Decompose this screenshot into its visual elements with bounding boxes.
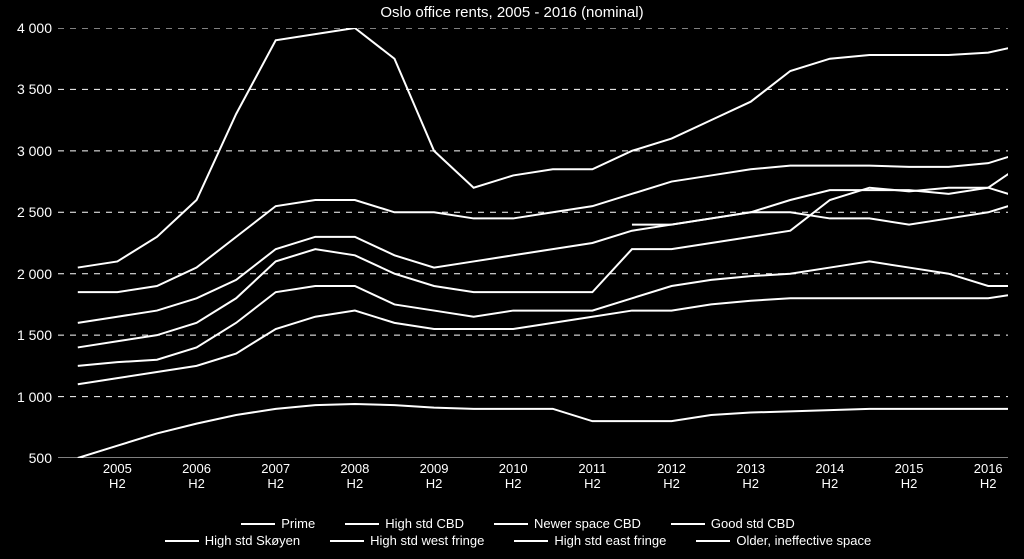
legend-swatch xyxy=(671,523,705,525)
series-line xyxy=(78,28,1008,268)
x-tick-label: 2013H2 xyxy=(736,462,765,492)
plot-area xyxy=(58,28,1008,458)
x-tick-label: 2016H2 xyxy=(974,462,1003,492)
x-tick-label: 2012H2 xyxy=(657,462,686,492)
x-tick-label: 2009H2 xyxy=(420,462,449,492)
legend-swatch xyxy=(494,523,528,525)
y-tick-label: 4 000 xyxy=(2,20,52,36)
legend-item: High std CBD xyxy=(345,516,464,531)
y-tick-label: 1 500 xyxy=(2,327,52,343)
x-tick-label: 2006H2 xyxy=(182,462,211,492)
legend-label: Older, ineffective space xyxy=(736,533,871,548)
legend-swatch xyxy=(241,523,275,525)
legend-label: High std Skøyen xyxy=(205,533,300,548)
x-tick-label: 2014H2 xyxy=(815,462,844,492)
legend-item: High std west fringe xyxy=(330,533,484,548)
legend-swatch xyxy=(345,523,379,525)
legend-item: Newer space CBD xyxy=(494,516,641,531)
x-tick-label: 2008H2 xyxy=(340,462,369,492)
y-tick-label: 2 500 xyxy=(2,204,52,220)
legend-label: Newer space CBD xyxy=(534,516,641,531)
y-tick-label: 3 000 xyxy=(2,143,52,159)
legend-swatch xyxy=(696,540,730,542)
x-tick-label: 2010H2 xyxy=(499,462,528,492)
x-tick-label: 2015H2 xyxy=(895,462,924,492)
legend-item: High std Skøyen xyxy=(165,533,300,548)
legend-swatch xyxy=(514,540,548,542)
x-tick-label: 2007H2 xyxy=(261,462,290,492)
x-tick-label: 2011H2 xyxy=(578,462,606,492)
legend-label: High std west fringe xyxy=(370,533,484,548)
legend-item: Prime xyxy=(241,516,315,531)
legend-label: Prime xyxy=(281,516,315,531)
legend-item: High std east fringe xyxy=(514,533,666,548)
series-line xyxy=(632,161,1008,225)
series-line xyxy=(78,292,1008,384)
y-tick-label: 2 000 xyxy=(2,266,52,282)
x-tick-label: 2005H2 xyxy=(103,462,132,492)
y-tick-label: 500 xyxy=(2,450,52,466)
y-tick-label: 1 000 xyxy=(2,389,52,405)
legend-swatch xyxy=(330,540,364,542)
series-line xyxy=(78,261,1008,365)
series-line xyxy=(78,151,1008,292)
chart-root: Oslo office rents, 2005 - 2016 (nominal)… xyxy=(0,0,1024,559)
legend: Prime High std CBD Newer space CBD Good std… xyxy=(58,514,1008,550)
y-tick-label: 3 500 xyxy=(2,81,52,97)
legend-swatch xyxy=(165,540,199,542)
series-line xyxy=(78,404,1008,458)
legend-label: High std east fringe xyxy=(554,533,666,548)
chart-title: Oslo office rents, 2005 - 2016 (nominal) xyxy=(0,4,1024,21)
legend-item: Older, ineffective space xyxy=(696,533,871,548)
legend-item: Good std CBD xyxy=(671,516,795,531)
legend-label: Good std CBD xyxy=(711,516,795,531)
legend-label: High std CBD xyxy=(385,516,464,531)
